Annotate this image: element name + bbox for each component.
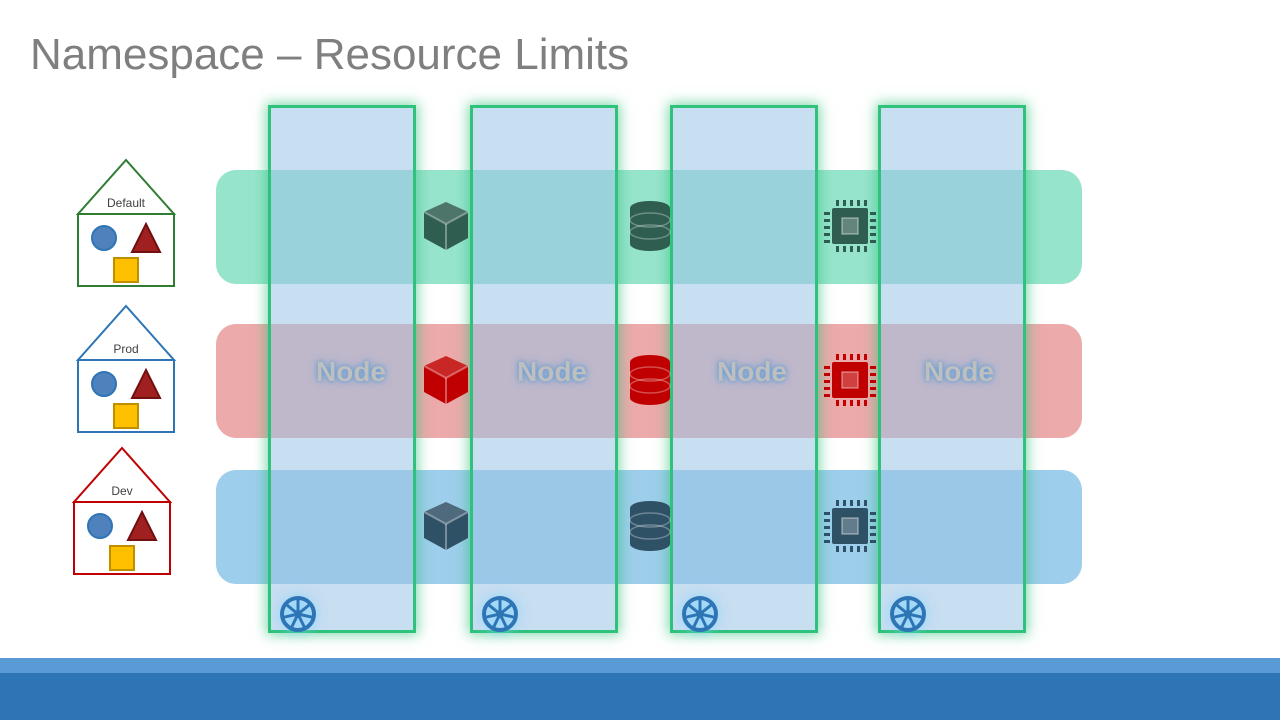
namespace-label: Dev (70, 484, 174, 498)
kubernetes-icon (480, 594, 520, 634)
box-icon (418, 198, 474, 254)
namespace-label: Prod (74, 342, 178, 356)
bottom-bar-light (0, 658, 1280, 673)
cpu-icon (822, 352, 878, 408)
node-label: Node (517, 356, 587, 388)
bottom-bar-dark (0, 673, 1280, 720)
box-icon (418, 352, 474, 408)
node-label: Node (924, 356, 994, 388)
namespace-dev: Dev (70, 446, 174, 578)
node-label: Node (717, 356, 787, 388)
bottom-bar (0, 658, 1280, 720)
cpu-icon (822, 198, 878, 254)
kubernetes-icon (888, 594, 928, 634)
page-title: Namespace – Resource Limits (30, 30, 629, 80)
db-icon (622, 198, 678, 254)
cpu-icon (822, 498, 878, 554)
kubernetes-icon (680, 594, 720, 634)
namespace-default: Default (74, 158, 178, 290)
db-icon (622, 352, 678, 408)
kubernetes-icon (278, 594, 318, 634)
db-icon (622, 498, 678, 554)
node-label: Node (316, 356, 386, 388)
namespace-prod: Prod (74, 304, 178, 436)
box-icon (418, 498, 474, 554)
namespace-label: Default (74, 196, 178, 210)
